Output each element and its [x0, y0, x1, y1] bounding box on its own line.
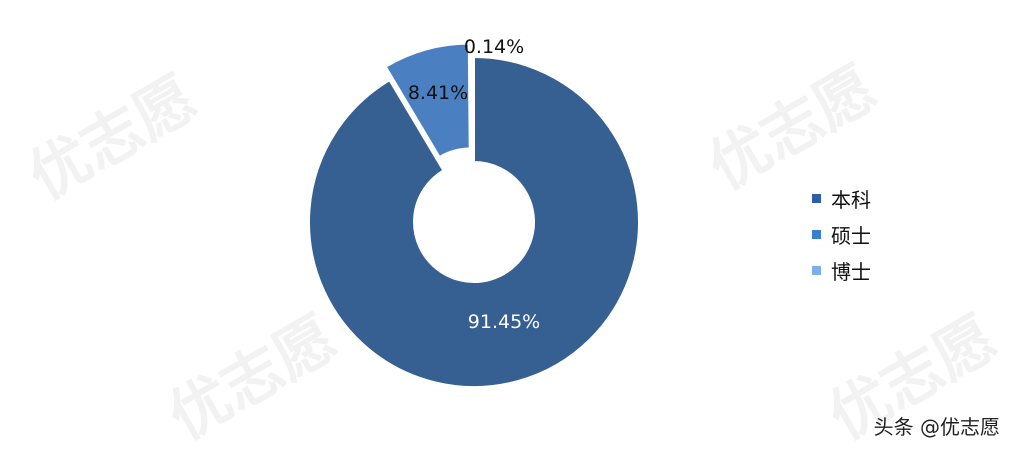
legend-item: 硕士: [812, 216, 871, 252]
legend-swatch: [812, 229, 821, 239]
legend-item: 本科: [812, 180, 871, 216]
data-label-博士: 0.14%: [464, 36, 524, 58]
legend-label: 硕士: [831, 223, 871, 248]
legend-swatch: [812, 265, 821, 275]
legend-label: 本科: [831, 187, 871, 212]
data-label-本科: 91.45%: [468, 311, 540, 333]
slice-本科: [308, 55, 640, 388]
data-label-硕士: 8.41%: [408, 82, 468, 104]
slice-硕士: [384, 42, 471, 159]
slice-博士: [471, 55, 475, 164]
legend-swatch: [812, 193, 821, 203]
legend: 本科 硕士 博士: [812, 180, 871, 288]
credit-text: 头条 @优志愿: [873, 415, 1000, 439]
legend-label: 博士: [831, 259, 871, 284]
legend-item: 博士: [812, 252, 871, 288]
